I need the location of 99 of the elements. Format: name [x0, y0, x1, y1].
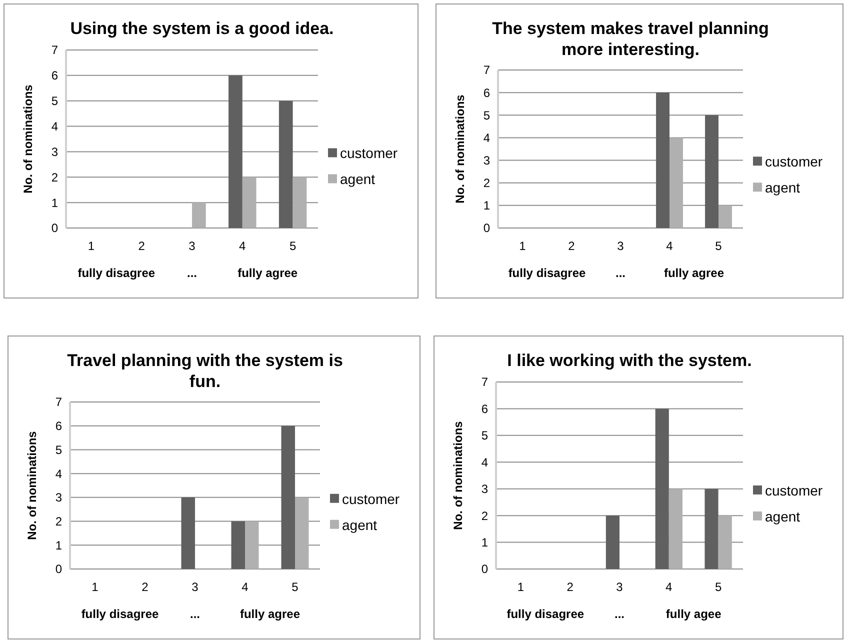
x-tick-label: 3 [617, 239, 624, 253]
y-tick-label: 6 [483, 86, 490, 100]
x-tick-label: 2 [138, 239, 146, 253]
bar [181, 497, 195, 569]
y-tick-label: 1 [55, 538, 62, 552]
y-tick-label: 1 [481, 535, 488, 550]
x-tick-label: 5 [714, 580, 722, 594]
text: fully agree [238, 266, 298, 280]
x-tick-label: 5 [292, 580, 299, 594]
y-tick-label: 6 [55, 419, 62, 434]
text: ... [615, 266, 626, 280]
bar [655, 408, 669, 569]
bar [656, 92, 670, 228]
x-tick-label: 4 [666, 239, 674, 253]
y-tick-label: 7 [51, 43, 58, 58]
x-tick-label: 1 [92, 580, 99, 594]
x-tick-label: 1 [517, 580, 524, 594]
x-tick-label: 5 [289, 239, 296, 253]
bar [192, 202, 206, 228]
chart-title: Travel planning with the system is fun. [67, 351, 343, 391]
y-axis-title: No. of nominations [25, 430, 39, 540]
legend-label: customer [340, 145, 398, 162]
bar [668, 488, 682, 569]
y-axis-title: No. of nominations [451, 420, 465, 530]
y-axis-title: No. of nominations [453, 94, 467, 204]
bar [245, 521, 259, 569]
y-tick-label: 0 [481, 562, 488, 576]
y-tick-label: 6 [481, 402, 488, 416]
bar [606, 516, 620, 569]
y-tick-label: 5 [55, 442, 62, 457]
bar [231, 521, 245, 569]
text: ... [190, 607, 200, 621]
chart-title: I like working with the system. [507, 351, 752, 370]
x-tick-label: 2 [142, 580, 149, 594]
x-tick-label: 2 [566, 580, 574, 594]
y-tick-label: 3 [483, 153, 490, 168]
legend-label: agent [340, 171, 376, 188]
bar [281, 426, 295, 569]
bar [278, 100, 293, 228]
legend-label: agent [765, 508, 800, 524]
text: fully disagree [508, 266, 586, 280]
text: fully disagree [506, 607, 584, 621]
y-tick-label: 1 [51, 196, 58, 210]
bar [705, 115, 718, 228]
y-tick-label: 4 [55, 466, 62, 481]
bar [242, 177, 256, 228]
y-tick-label: 4 [481, 455, 488, 470]
y-tick-label: 2 [481, 508, 488, 523]
y-tick-label: 4 [483, 130, 490, 145]
legend-label: agent [765, 180, 800, 196]
y-tick-label: 0 [51, 221, 58, 236]
legend-label: agent [342, 516, 378, 533]
x-tick-label: 3 [616, 580, 624, 594]
bar [670, 138, 683, 228]
bar [295, 497, 309, 569]
text: fully disagree [81, 607, 159, 621]
text: fully disagree [78, 266, 156, 280]
bar [292, 177, 307, 228]
y-tick-label: 3 [55, 490, 62, 505]
x-tick-label: 4 [242, 580, 249, 594]
text: fully agee [666, 607, 722, 621]
bar [228, 75, 242, 228]
x-tick-label: 1 [88, 239, 95, 253]
bar [704, 488, 718, 569]
legend-label: customer [765, 482, 823, 498]
chart-title: The system makes travel planning more interesting. [492, 19, 769, 59]
x-tick-label: 4 [239, 239, 246, 253]
text: ... [186, 266, 198, 280]
y-tick-label: 0 [483, 221, 490, 236]
y-tick-label: 2 [51, 170, 58, 184]
y-tick-label: 4 [51, 119, 58, 134]
y-tick-label: 5 [51, 94, 58, 108]
x-tick-label: 2 [568, 239, 576, 253]
y-tick-label: 6 [51, 68, 58, 83]
y-tick-label: 5 [481, 428, 488, 443]
legend-label: customer [342, 490, 400, 507]
y-tick-label: 7 [55, 395, 62, 410]
y-tick-label: 1 [483, 198, 490, 213]
legend-label: customer [765, 154, 823, 170]
x-tick-label: 3 [188, 239, 196, 253]
y-tick-label: 2 [483, 176, 490, 190]
x-tick-label: 3 [192, 580, 199, 594]
y-tick-label: 3 [481, 482, 488, 496]
x-tick-label: 5 [715, 239, 722, 253]
x-tick-label: 4 [666, 580, 673, 594]
text: fully agree [240, 607, 300, 621]
bar [718, 205, 732, 228]
text: fully agree [664, 266, 724, 280]
y-axis-title: No. of nominations [21, 84, 35, 194]
text: ... [614, 607, 625, 621]
y-tick-label: 5 [483, 108, 490, 122]
y-tick-label: 7 [481, 375, 488, 390]
y-tick-label: 0 [55, 562, 62, 576]
y-tick-label: 7 [483, 63, 490, 78]
chart-title: Using the system is a good idea. [70, 19, 334, 38]
y-tick-label: 3 [51, 144, 58, 159]
x-tick-label: 1 [519, 239, 526, 253]
bar [718, 516, 732, 569]
y-tick-label: 2 [55, 514, 62, 528]
